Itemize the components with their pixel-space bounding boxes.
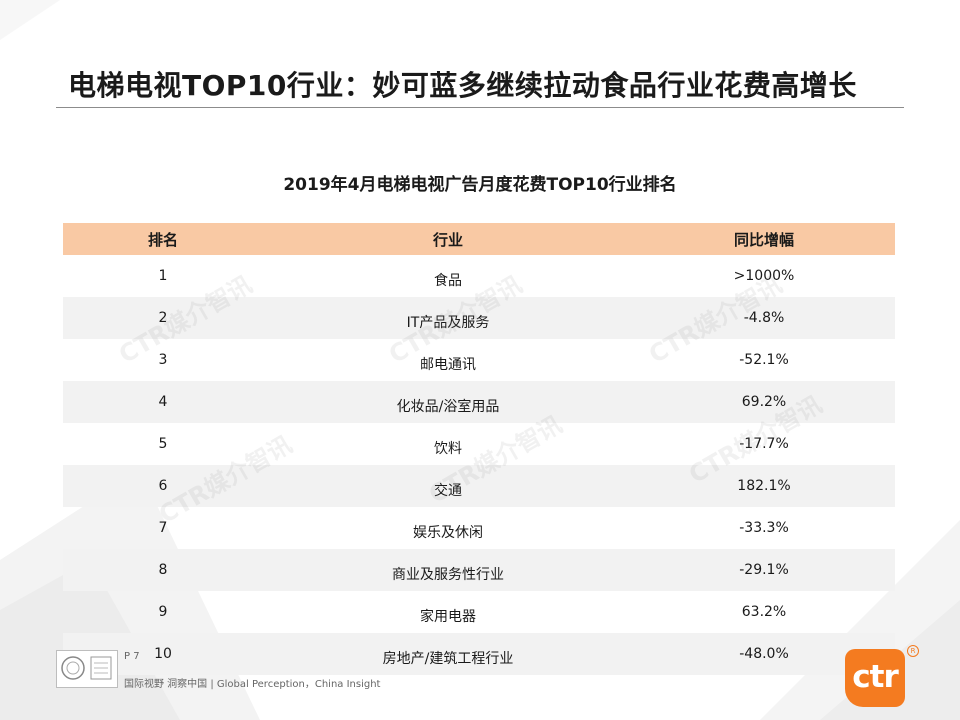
rank-cell: 7: [158, 520, 168, 536]
header-rank: 排名: [63, 223, 263, 255]
industry-cell: 食品: [434, 273, 462, 289]
industry-cell: 化妆品/浴室用品: [263, 381, 633, 423]
rank-cell: 8: [63, 549, 263, 591]
yoy-cell: -52.1%: [739, 352, 789, 368]
header-industry: 行业: [263, 223, 633, 255]
table-row: 4 化妆品/浴室用品 69.2%: [63, 381, 895, 423]
ranking-table: 排名 行业 同比增幅 1 食品 >1000% 2 IT产品及服务 -4.8% 3…: [63, 223, 895, 675]
ctr-logo: ctr: [845, 649, 905, 707]
rank-cell: 4: [63, 381, 263, 423]
yoy-cell: -33.3%: [739, 520, 789, 536]
industry-cell: 娱乐及休闲: [413, 525, 483, 541]
yoy-cell: -17.7%: [739, 436, 789, 452]
yoy-cell: -29.1%: [633, 549, 895, 591]
industry-cell: 邮电通讯: [420, 357, 476, 373]
yoy-cell: 182.1%: [633, 465, 895, 507]
rank-cell: 2: [63, 297, 263, 339]
yoy-cell: >1000%: [733, 268, 795, 284]
yoy-cell: 63.2%: [741, 604, 787, 620]
page-number: P 7: [124, 651, 140, 662]
table-row: 1 食品 >1000%: [63, 255, 895, 297]
table-row: 6 交通 182.1%: [63, 465, 895, 507]
rank-cell: 1: [158, 268, 168, 284]
yoy-cell: 69.2%: [633, 381, 895, 423]
industry-cell: 商业及服务性行业: [263, 549, 633, 591]
industry-cell: IT产品及服务: [263, 297, 633, 339]
table-row: 5 饮料 -17.7%: [63, 423, 895, 465]
table-row: 7 娱乐及休闲 -33.3%: [63, 507, 895, 549]
industry-cell: 房地产/建筑工程行业: [263, 633, 633, 675]
table-row: 10 房地产/建筑工程行业 -48.0%: [63, 633, 895, 675]
industry-cell: 家用电器: [420, 609, 476, 625]
title-divider: [56, 107, 904, 108]
table-header-row: 排名 行业 同比增幅: [63, 223, 895, 255]
yoy-cell: -4.8%: [633, 297, 895, 339]
registered-mark: R: [907, 645, 919, 657]
table-row: 3 邮电通讯 -52.1%: [63, 339, 895, 381]
table-row: 2 IT产品及服务 -4.8%: [63, 297, 895, 339]
certification-badges: [56, 650, 118, 688]
rank-cell: 10: [63, 633, 263, 675]
industry-cell: 饮料: [434, 441, 462, 457]
rank-cell: 3: [158, 352, 168, 368]
footer-slogan: 国际视野 洞察中国 | Global Perception，China Insi…: [124, 679, 381, 690]
rank-cell: 6: [63, 465, 263, 507]
header-yoy: 同比增幅: [633, 223, 895, 255]
rank-cell: 9: [158, 604, 168, 620]
table-title: 2019年4月电梯电视广告月度花费TOP10行业排名: [283, 175, 677, 195]
rank-cell: 5: [158, 436, 168, 452]
industry-cell: 交通: [263, 465, 633, 507]
slide-title: 电梯电视TOP10行业：妙可蓝多继续拉动食品行业花费高增长: [68, 69, 857, 102]
table-row: 9 家用电器 63.2%: [63, 591, 895, 633]
table-row: 8 商业及服务性行业 -29.1%: [63, 549, 895, 591]
certification-icon: [61, 656, 112, 680]
